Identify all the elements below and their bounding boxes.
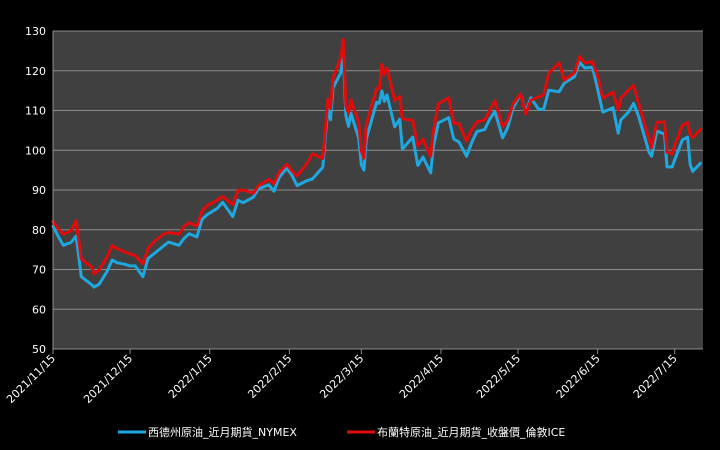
y-tick-label: 60	[32, 303, 46, 316]
y-tick-label: 70	[32, 264, 46, 277]
legend-label: 布蘭特原油_近月期貨_收盤價_倫敦ICE	[377, 425, 565, 439]
y-tick-label: 130	[25, 25, 46, 38]
y-tick-label: 120	[25, 65, 46, 78]
legend-label: 西德州原油_近月期貨_NYMEX	[148, 425, 297, 439]
y-tick-label: 90	[32, 184, 46, 197]
y-tick-label: 110	[25, 105, 46, 118]
series-line-brent	[51, 37, 702, 276]
series-lines	[51, 37, 702, 289]
y-tick-label: 50	[32, 343, 46, 356]
series-line-wti	[51, 54, 702, 289]
y-tick-label: 100	[25, 144, 46, 157]
legend: 西德州原油_近月期貨_NYMEX 布蘭特原油_近月期貨_收盤價_倫敦ICE	[118, 425, 565, 439]
y-tick-label: 80	[32, 224, 46, 237]
